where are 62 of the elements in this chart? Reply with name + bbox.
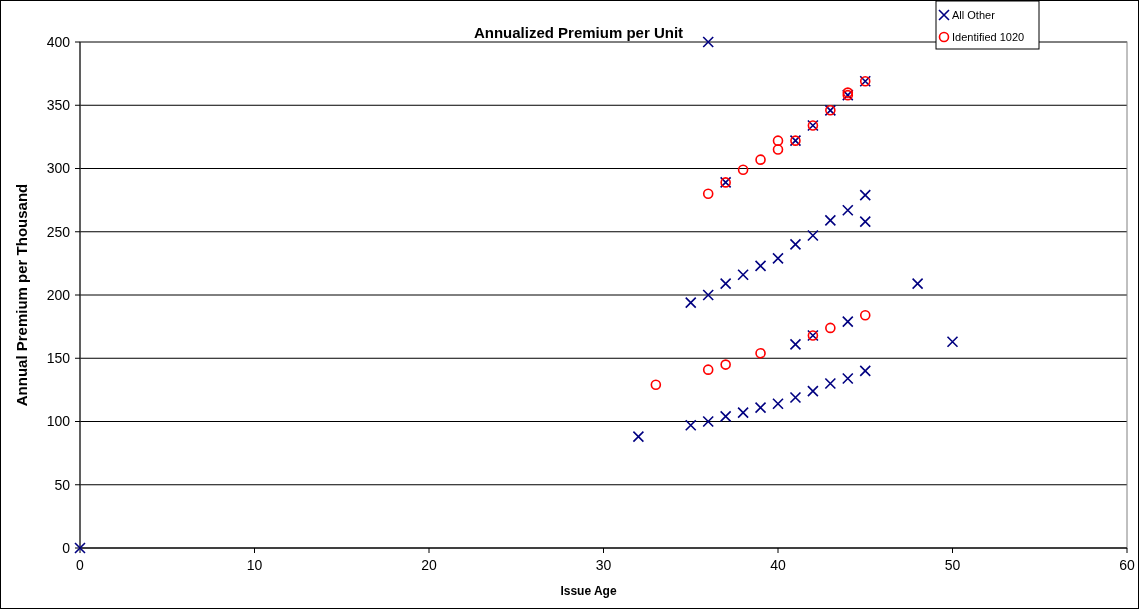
point xyxy=(719,277,732,290)
point xyxy=(737,268,749,281)
point xyxy=(824,214,837,227)
x-tick-label: 20 xyxy=(421,557,437,573)
point xyxy=(789,238,802,251)
point xyxy=(632,430,645,443)
point xyxy=(737,406,749,419)
point xyxy=(772,135,784,146)
y-tick-label: 350 xyxy=(46,97,71,114)
x-tick-label: 60 xyxy=(1119,557,1135,573)
point xyxy=(842,372,854,385)
point xyxy=(702,289,714,301)
point xyxy=(772,252,784,265)
point xyxy=(754,401,767,414)
point xyxy=(859,309,871,321)
legend-label: All Other xyxy=(952,8,996,21)
y-tick-label: 400 xyxy=(46,33,71,50)
point xyxy=(755,154,766,165)
y-tick-label: 250 xyxy=(46,223,71,240)
point xyxy=(650,379,662,391)
point xyxy=(946,336,959,348)
x-tick-label: 10 xyxy=(246,557,263,573)
x-tick-label: 30 xyxy=(595,557,612,573)
point xyxy=(719,410,732,423)
point xyxy=(702,188,714,200)
point xyxy=(825,322,836,334)
y-tick-label: 50 xyxy=(54,476,71,493)
point xyxy=(859,189,872,201)
y-tick-label: 0 xyxy=(62,539,71,556)
point xyxy=(772,144,784,155)
chart-title: Annualized Premium per Unit xyxy=(473,24,684,41)
point xyxy=(737,164,749,176)
point xyxy=(807,385,819,397)
point xyxy=(720,359,731,370)
x-tick-label: 0 xyxy=(76,557,85,573)
point xyxy=(772,397,784,410)
point xyxy=(702,415,714,428)
x-tick-label: 50 xyxy=(944,557,961,573)
point xyxy=(824,377,837,390)
point xyxy=(754,260,767,272)
point xyxy=(755,347,766,359)
y-axis-title: Annual Premium per Thousand xyxy=(13,183,30,407)
point xyxy=(859,365,872,377)
y-tick-label: 150 xyxy=(46,350,71,367)
point xyxy=(859,215,872,228)
point xyxy=(74,542,86,554)
point xyxy=(684,296,697,309)
legend-label: Identified 1020 xyxy=(952,30,1025,43)
point xyxy=(911,277,924,290)
point xyxy=(807,229,819,242)
point xyxy=(842,315,854,328)
y-tick-label: 200 xyxy=(46,286,71,303)
point xyxy=(789,391,802,404)
y-tick-label: 100 xyxy=(46,413,71,430)
point xyxy=(702,364,714,375)
point xyxy=(702,36,714,48)
y-tick-label: 300 xyxy=(46,160,71,177)
x-tick-label: 40 xyxy=(770,557,786,573)
point xyxy=(684,419,697,432)
point xyxy=(789,338,802,351)
x-axis-title: Issue Age xyxy=(560,584,617,598)
point xyxy=(842,204,854,217)
